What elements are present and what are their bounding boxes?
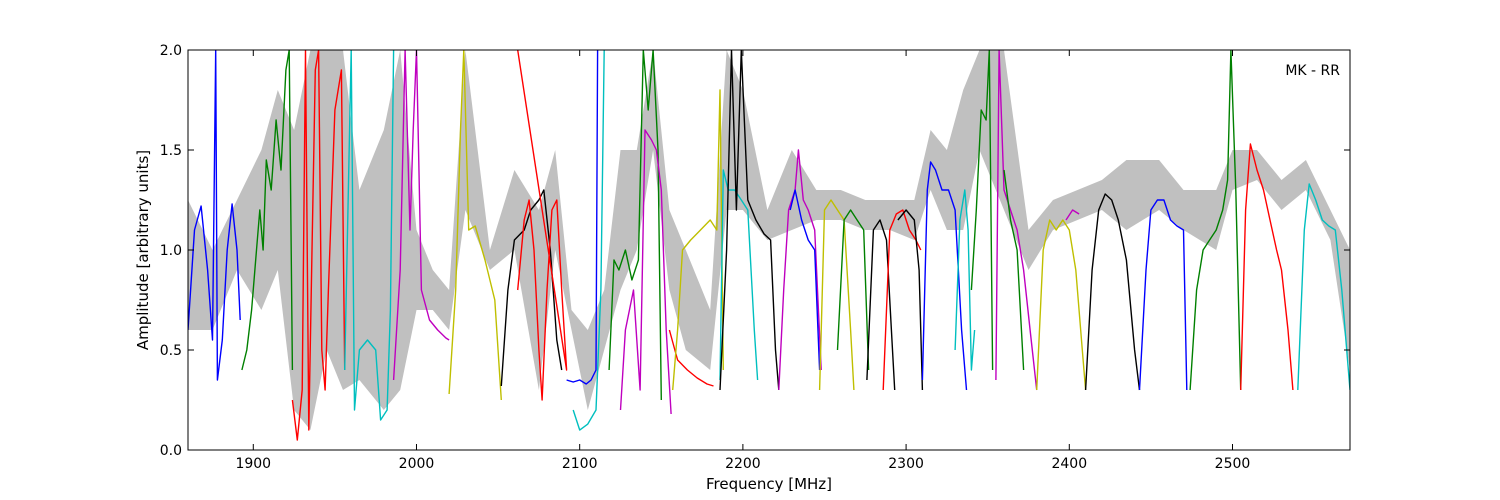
- x-tick-label: 2400: [1051, 456, 1087, 472]
- series-line-10: [608, 50, 662, 401]
- x-tick-label: 2000: [399, 456, 435, 472]
- x-axis-label: Frequency [MHz]: [706, 475, 832, 493]
- y-tick-label: 1.0: [160, 243, 182, 259]
- series-line-32: [1189, 50, 1242, 391]
- series-line-18: [818, 199, 855, 391]
- x-tick-label: 2200: [725, 456, 761, 472]
- series-line-5: [448, 50, 502, 401]
- series-line-28: [1036, 219, 1087, 391]
- series-line-27: [1003, 169, 1025, 371]
- chart-annotation: MK - RR: [1285, 63, 1340, 79]
- series-line-9: [572, 50, 605, 431]
- series-line-26: [995, 50, 1038, 391]
- series-line-29: [1065, 209, 1080, 221]
- series-line-11: [619, 129, 672, 415]
- series-line-8: [566, 50, 599, 385]
- series-line-20: [866, 219, 896, 391]
- x-tick-label: 2100: [562, 456, 598, 472]
- series-line-34: [1297, 183, 1350, 391]
- y-tick-label: 0.0: [160, 443, 182, 459]
- series-line-1: [241, 50, 294, 371]
- series-line-15: [719, 50, 780, 391]
- series-line-0: [188, 50, 241, 381]
- reference-envelope: [188, 50, 1350, 430]
- series-layer: [188, 50, 1350, 441]
- series-line-23: [921, 161, 968, 391]
- series-line-31: [1138, 199, 1188, 391]
- y-axis-label: Amplitude [arbitrary units]: [134, 150, 152, 350]
- series-line-3: [344, 50, 395, 421]
- y-tick-label: 2.0: [160, 43, 182, 59]
- series-line-13: [672, 89, 724, 391]
- series-line-16: [778, 149, 822, 391]
- series-line-25: [970, 50, 994, 371]
- series-line-22: [897, 209, 924, 391]
- series-line-6: [500, 189, 563, 387]
- y-tick-label: 0.5: [160, 343, 182, 359]
- x-tick-label: 2500: [1215, 456, 1251, 472]
- series-line-24: [954, 189, 976, 371]
- y-axis-ticks: 0.0 0.5 1.0 1.5 2.0: [160, 43, 1350, 459]
- x-tick-label: 2300: [888, 456, 924, 472]
- series-line-19: [836, 209, 870, 371]
- reference-envelope-layer: [188, 50, 1350, 430]
- x-tick-label: 1900: [235, 456, 271, 472]
- series-line-4: [392, 50, 450, 381]
- series-line-7: [517, 50, 568, 401]
- series-line-14: [719, 169, 759, 381]
- y-tick-label: 1.5: [160, 143, 182, 159]
- series-line-33: [1240, 143, 1294, 391]
- series-line-17: [789, 189, 821, 371]
- x-axis-ticks: 1900 2000 2100 2200 2300 2400 2500: [235, 50, 1250, 472]
- series-line-30: [1084, 193, 1141, 391]
- series-line-2: [291, 50, 346, 441]
